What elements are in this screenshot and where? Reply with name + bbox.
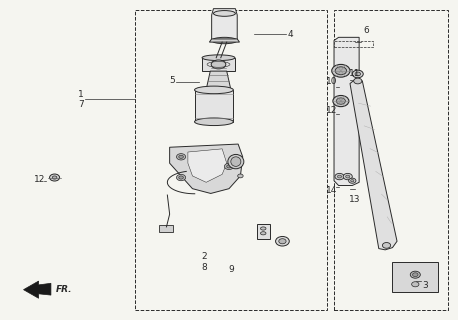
Ellipse shape [335,67,347,75]
Ellipse shape [336,98,345,104]
Polygon shape [195,90,233,122]
Text: 11: 11 [349,69,360,78]
Polygon shape [393,262,438,292]
Text: 10: 10 [326,77,338,86]
Ellipse shape [212,37,237,44]
Ellipse shape [228,155,244,169]
Ellipse shape [231,157,241,166]
Polygon shape [188,149,227,182]
Polygon shape [159,225,173,232]
Text: 2
8: 2 8 [201,252,207,272]
Ellipse shape [333,95,349,107]
Polygon shape [209,39,240,42]
Ellipse shape [52,176,57,179]
Ellipse shape [346,175,350,178]
Text: 13: 13 [349,195,360,204]
Text: 14: 14 [326,186,338,195]
Ellipse shape [354,78,362,84]
Ellipse shape [352,70,363,78]
Ellipse shape [351,180,354,182]
Text: 5: 5 [169,76,175,85]
Ellipse shape [176,174,185,181]
Ellipse shape [261,232,266,235]
Polygon shape [23,281,51,298]
Ellipse shape [276,236,289,246]
Ellipse shape [195,86,233,94]
Text: 6: 6 [363,27,369,36]
Ellipse shape [195,118,233,125]
Ellipse shape [355,72,360,76]
Ellipse shape [332,64,350,77]
Text: FR.: FR. [55,285,72,294]
Ellipse shape [412,282,419,287]
Ellipse shape [213,11,235,16]
Ellipse shape [224,163,234,170]
Polygon shape [350,79,397,250]
Ellipse shape [343,173,352,180]
Ellipse shape [335,173,344,180]
Ellipse shape [338,175,342,178]
Ellipse shape [382,243,391,248]
Text: 1
7: 1 7 [78,90,83,109]
Ellipse shape [261,227,266,230]
Text: 9: 9 [229,265,234,275]
Polygon shape [202,58,235,71]
Polygon shape [169,144,243,194]
Ellipse shape [410,271,420,278]
Polygon shape [334,37,359,186]
Polygon shape [212,9,237,41]
Ellipse shape [413,273,418,276]
Ellipse shape [227,165,231,168]
Ellipse shape [349,178,356,183]
Text: 3: 3 [422,281,428,290]
Polygon shape [257,224,270,239]
Text: 4: 4 [288,30,294,39]
Ellipse shape [179,155,183,158]
Ellipse shape [279,239,286,244]
Ellipse shape [202,55,235,60]
Polygon shape [206,71,231,92]
Ellipse shape [176,154,185,160]
Ellipse shape [238,174,243,178]
Ellipse shape [49,174,60,181]
Text: 12: 12 [326,106,338,115]
Text: 12: 12 [34,175,45,184]
Ellipse shape [179,176,183,179]
Ellipse shape [211,60,226,69]
